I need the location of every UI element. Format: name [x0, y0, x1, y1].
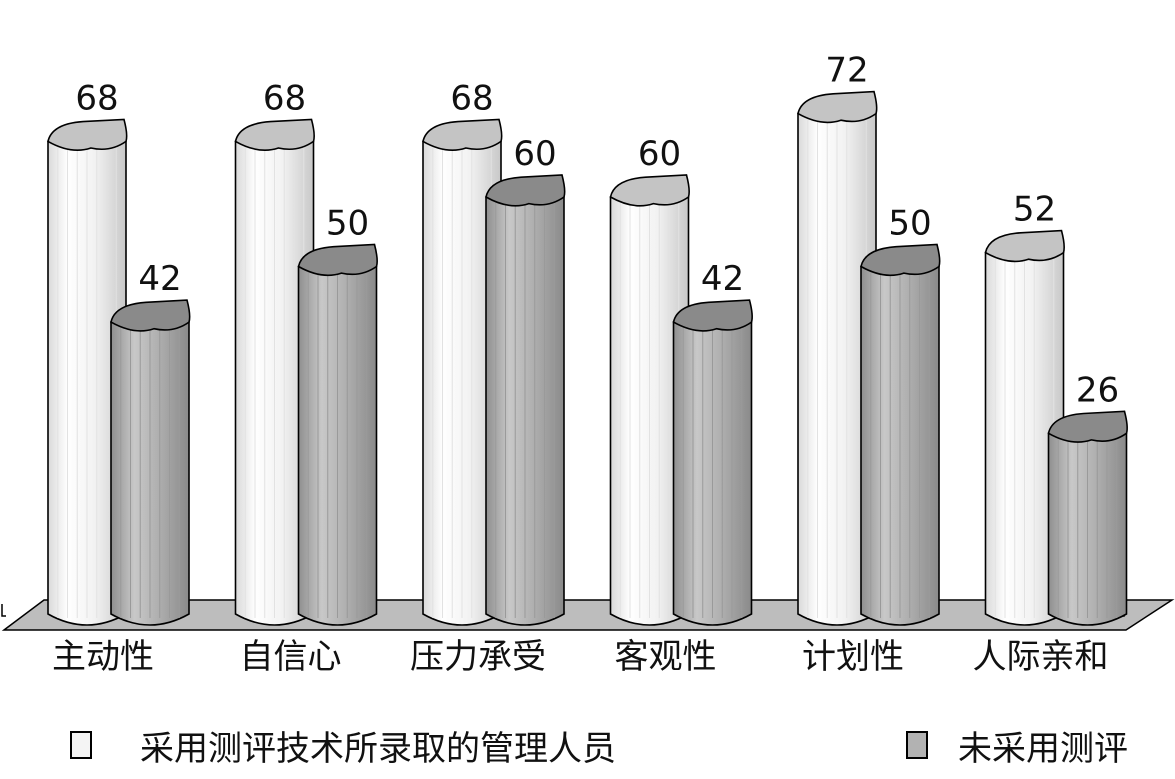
bar-series-2-客观性 [672, 299, 753, 626]
data-label: 50 [888, 204, 931, 244]
bar-top-cap [485, 174, 566, 207]
bar-top-cap [860, 243, 941, 277]
bar-top-cap [609, 174, 690, 207]
data-label: 42 [138, 259, 181, 299]
bar-series-2-压力承受 [485, 174, 566, 626]
bar-series-1-客观性 [609, 174, 690, 626]
bar-top-cap [672, 299, 753, 332]
legend-label-series-2: 未采用测评 [958, 728, 1128, 769]
data-label: 60 [513, 134, 556, 174]
category-label: 客观性 [615, 637, 717, 677]
bar-top-cap [47, 118, 128, 151]
category-label: 主动性 [52, 637, 154, 677]
bar-series-1-压力承受 [422, 118, 503, 626]
bar-top-cap [1047, 410, 1128, 443]
bar-series-2-主动性 [110, 299, 191, 626]
bar-top-cap [110, 299, 191, 332]
bar-top-cap [422, 118, 503, 151]
data-label: 60 [638, 134, 681, 174]
bar-series-2-自信心 [297, 243, 378, 626]
legend-item-series-1: 采用测评技术所录取的管理人员 [70, 725, 616, 769]
bar-top-cap [797, 90, 878, 124]
bar-series-2-人际亲和 [1047, 410, 1128, 626]
bar-top-cap [984, 229, 1065, 263]
category-label: 人际亲和 [973, 637, 1109, 677]
category-label: 计划性 [802, 637, 904, 677]
legend-item-series-2: 未采用测评 [906, 725, 1128, 769]
bar-series-1-人际亲和 [984, 229, 1065, 626]
legend-swatch-series-2 [906, 731, 928, 759]
data-label: 26 [1076, 370, 1119, 410]
bar-series-2-计划性 [860, 243, 941, 626]
category-label: 自信心 [240, 637, 342, 677]
data-label: 68 [450, 78, 493, 118]
bar-series-1-计划性 [797, 90, 878, 626]
bar-chart: 68 42 主动性 68 50 自信心 68 60 压力承受 60 42 客观性 72 50 计划性 52 26… [1, 51, 1175, 677]
data-label: 68 [263, 78, 306, 118]
data-label: 42 [701, 259, 744, 299]
data-label: 50 [326, 204, 369, 244]
data-label: 52 [1013, 190, 1056, 230]
category-label: 压力承受 [410, 637, 546, 677]
chart-area: 68 42 主动性 68 50 自信心 68 60 压力承受 60 42 客观性 72 50 计划性 52 26… [1, 51, 1175, 677]
legend-swatch-series-1 [70, 731, 92, 759]
legend-label-series-1: 采用测评技术所录取的管理人员 [140, 728, 616, 769]
data-label: 72 [825, 51, 868, 91]
data-label: 68 [75, 78, 118, 118]
bar-top-cap [234, 118, 315, 151]
bar-top-cap [297, 243, 378, 277]
